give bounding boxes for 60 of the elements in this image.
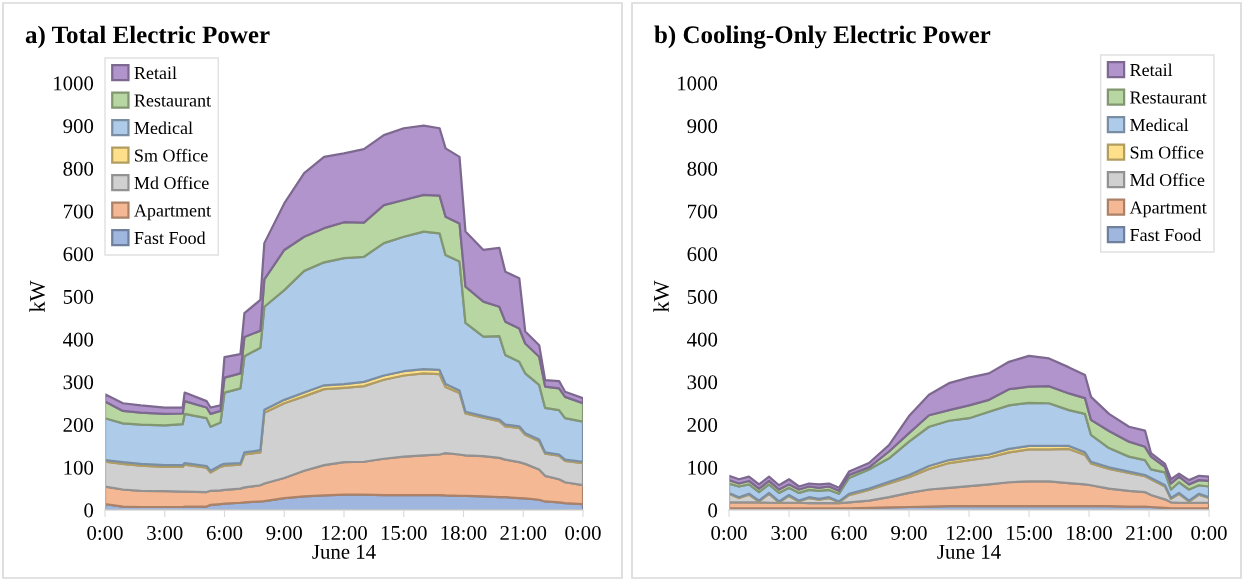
y-tick-label: 1000 — [678, 76, 718, 91]
x-axis-title: June 14 — [937, 544, 1001, 559]
y-tick-label: 100 — [688, 460, 718, 475]
x-tick-label: 0:00 — [87, 525, 123, 541]
x-tick-label: 18:00 — [441, 525, 487, 541]
x-tick-label: 18:00 — [1067, 525, 1112, 541]
y-tick-label: 300 — [687, 375, 718, 390]
x-tick-label: 12:00 — [322, 525, 367, 541]
legend-label: Restaurant — [134, 94, 211, 107]
legend-label: Medical — [1130, 118, 1189, 132]
y-tick-label: 1000 — [54, 76, 94, 91]
y-tick-label: 200 — [63, 417, 94, 433]
y-axis-title: kW — [29, 280, 46, 313]
legend-label: Sm Office — [1130, 145, 1204, 159]
legend-label: Md Office — [134, 176, 209, 190]
y-tick-label: 400 — [687, 332, 718, 347]
y-axis-title: kW — [653, 280, 670, 313]
x-tick-label: 9:00 — [266, 525, 302, 541]
x-tick-label: 21:00 — [1126, 525, 1172, 541]
chart-title: b) Cooling-Only Electric Power — [654, 25, 991, 49]
legend-label: Restaurant — [1130, 91, 1207, 104]
y-tick-label: 900 — [687, 119, 718, 134]
y-tick-label: 200 — [687, 417, 718, 433]
legend-label: Apartment — [1129, 201, 1207, 218]
x-tick-label: 0:00 — [1191, 525, 1227, 541]
x-tick-label: 15:00 — [381, 525, 427, 541]
y-tick-label: 300 — [63, 375, 94, 390]
x-tick-label: 15:00 — [1007, 525, 1052, 541]
x-tick-label: 0:00 — [711, 525, 747, 541]
legend-label: Sm Office — [135, 148, 208, 162]
y-tick-label: 400 — [63, 332, 94, 347]
x-tick-label: 3:00 — [771, 525, 807, 541]
x-tick-label: 6:00 — [831, 525, 867, 541]
legend-label: Md Office — [1130, 173, 1205, 187]
y-tick-label: 500 — [63, 289, 94, 304]
y-tick-label: 700 — [64, 204, 94, 219]
x-tick-label: 0:00 — [565, 525, 601, 541]
legend-label: Apartment — [134, 204, 211, 221]
x-tick-label: 21:00 — [500, 525, 547, 541]
y-tick-label: 100 — [64, 460, 94, 475]
y-tick-label: 0 — [84, 503, 94, 518]
y-tick-label: 800 — [687, 161, 718, 176]
x-tick-label: 6:00 — [206, 525, 243, 541]
y-tick-label: 900 — [63, 119, 94, 134]
y-tick-label: 600 — [63, 247, 94, 262]
y-tick-label: 700 — [688, 204, 718, 219]
y-tick-label: 800 — [63, 161, 94, 176]
legend-label: Medical — [134, 121, 193, 135]
legend-label: Fast Food — [134, 231, 206, 245]
legend-label: Fast Food — [1130, 228, 1202, 242]
y-tick-label: 600 — [687, 247, 718, 262]
x-axis-title: June 14 — [312, 544, 376, 559]
x-tick-label: 12:00 — [947, 525, 992, 541]
y-tick-label: 0 — [708, 503, 718, 518]
legend-label: Retail — [1130, 63, 1173, 77]
y-tick-label: 500 — [687, 289, 718, 304]
x-tick-label: 3:00 — [147, 525, 183, 541]
chart-title: a) Total Electric Power — [25, 25, 270, 49]
legend-label: Retail — [134, 66, 177, 80]
x-tick-label: 9:00 — [891, 525, 927, 541]
